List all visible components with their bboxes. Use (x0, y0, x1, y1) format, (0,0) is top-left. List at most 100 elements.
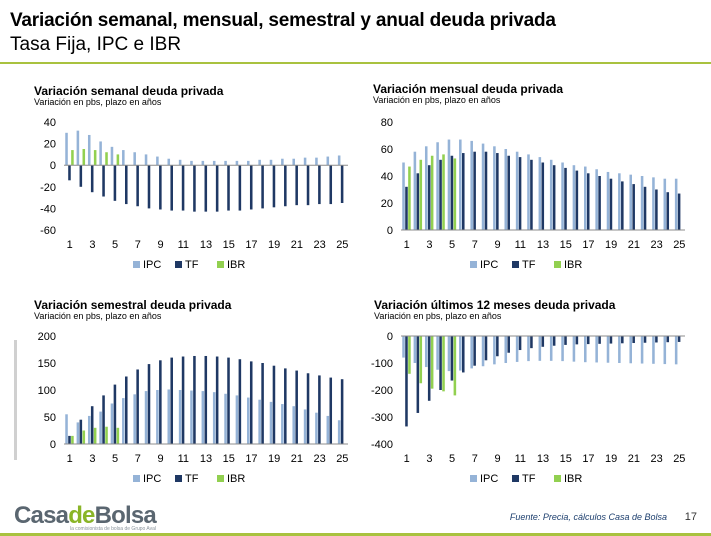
bar-tf (541, 162, 545, 230)
bar-ipc (178, 159, 182, 166)
bar-tf (462, 153, 465, 230)
legend-swatch-ipc (133, 475, 140, 482)
bar-ibr (430, 336, 434, 389)
x-tick-label: 9 (157, 239, 163, 251)
bar-ipc (549, 336, 553, 361)
legend-label-tf: TF (185, 259, 199, 271)
x-tick-label: 25 (673, 453, 685, 465)
bar-tf (306, 373, 310, 444)
bar-tf (575, 170, 579, 230)
bar-ipc (156, 156, 159, 166)
bar-tf (295, 165, 298, 206)
bar-tf (272, 165, 276, 208)
chart-subtitle-mensual: Variación en pbs, plazo en años (373, 95, 501, 105)
bar-tf (170, 165, 173, 211)
bar-ipc (65, 132, 68, 166)
x-tick-label: 9 (157, 453, 163, 465)
legend-label-ipc: IPC (480, 259, 498, 271)
bar-ipc (156, 390, 159, 444)
bar-ipc (87, 134, 91, 166)
bar-ibr (71, 150, 74, 166)
company-logo: CasadeBolsa la comisionista de bolsa de … (14, 502, 157, 532)
chart-title-anual: Variación últimos 12 meses deuda privada (374, 298, 616, 312)
bar-ipc (413, 336, 417, 363)
bar-ibr (453, 158, 457, 230)
bar-ipc (447, 139, 451, 230)
chart-title-mensual: Variación mensual deuda privada (373, 82, 564, 96)
bar-tf (68, 435, 71, 444)
bar-tf (473, 151, 476, 230)
bar-tf (586, 336, 590, 345)
bar-ibr (408, 336, 411, 374)
bar-tf (125, 376, 128, 444)
bar-tf (507, 336, 510, 353)
x-tick-label: 11 (515, 453, 526, 465)
y-tick-label: 0 (387, 331, 393, 343)
y-tick-label: 40 (44, 117, 56, 129)
x-tick-label: 13 (537, 453, 549, 465)
x-tick-label: 23 (313, 239, 325, 251)
bar-tf (284, 368, 287, 444)
x-tick-label: 1 (67, 239, 73, 251)
bar-ipc (315, 157, 318, 166)
bar-ibr (105, 152, 108, 166)
x-tick-label: 19 (605, 453, 617, 465)
x-tick-label: 1 (404, 453, 410, 465)
bar-tf (249, 165, 253, 210)
y-tick-label: 0 (50, 439, 56, 451)
x-tick-label: 23 (313, 453, 325, 465)
bar-tf (666, 336, 670, 343)
vertical-imprint-mark (14, 340, 17, 460)
bar-ipc (247, 160, 250, 166)
bar-ipc (99, 411, 102, 444)
bar-ipc (447, 336, 451, 372)
bar-ipc (303, 157, 307, 166)
bar-tf (181, 165, 185, 211)
bar-tf (90, 406, 94, 444)
bar-ibr (408, 166, 411, 230)
bar-tf (295, 370, 298, 444)
bar-ipc (436, 336, 439, 370)
x-tick-label: 9 (494, 453, 500, 465)
bar-tf (496, 153, 499, 230)
bar-tf (632, 336, 635, 344)
legend-label-ibr: IBR (227, 259, 245, 271)
y-tick-label: 0 (387, 225, 393, 237)
bar-ipc (618, 336, 621, 363)
bar-ipc (110, 403, 114, 444)
y-tick-label: -60 (40, 225, 56, 237)
y-tick-label: -20 (40, 182, 56, 194)
x-tick-label: 11 (178, 453, 189, 465)
bar-ipc (212, 160, 216, 166)
x-tick-label: 5 (112, 239, 118, 251)
bar-tf (238, 359, 242, 444)
bar-tf (518, 157, 522, 230)
bar-ipc (212, 392, 216, 444)
bar-tf (450, 336, 454, 381)
bar-tf (621, 181, 624, 230)
bar-ibr (419, 336, 423, 384)
bar-ipc (122, 150, 125, 166)
legend-swatch-ibr (554, 261, 561, 268)
bar-tf (473, 336, 476, 366)
legend-label-tf: TF (522, 473, 536, 485)
x-tick-label: 15 (223, 239, 235, 251)
bar-tf (306, 165, 310, 206)
page-title: Variación semanal, mensual, semestral y … (10, 10, 556, 31)
x-tick-label: 23 (650, 239, 662, 251)
bar-tf (193, 355, 196, 444)
x-tick-label: 25 (673, 239, 685, 251)
bar-tf (655, 336, 658, 343)
bar-ipc (281, 158, 284, 166)
bar-tf (204, 165, 208, 212)
bar-tf (530, 336, 533, 349)
bar-tf (261, 363, 264, 444)
x-tick-label: 13 (200, 453, 212, 465)
y-tick-label: 20 (44, 139, 56, 151)
page-number: 17 (684, 511, 697, 523)
y-tick-label: 0 (50, 160, 56, 172)
bar-ibr (82, 430, 86, 444)
bar-ipc (247, 397, 250, 444)
